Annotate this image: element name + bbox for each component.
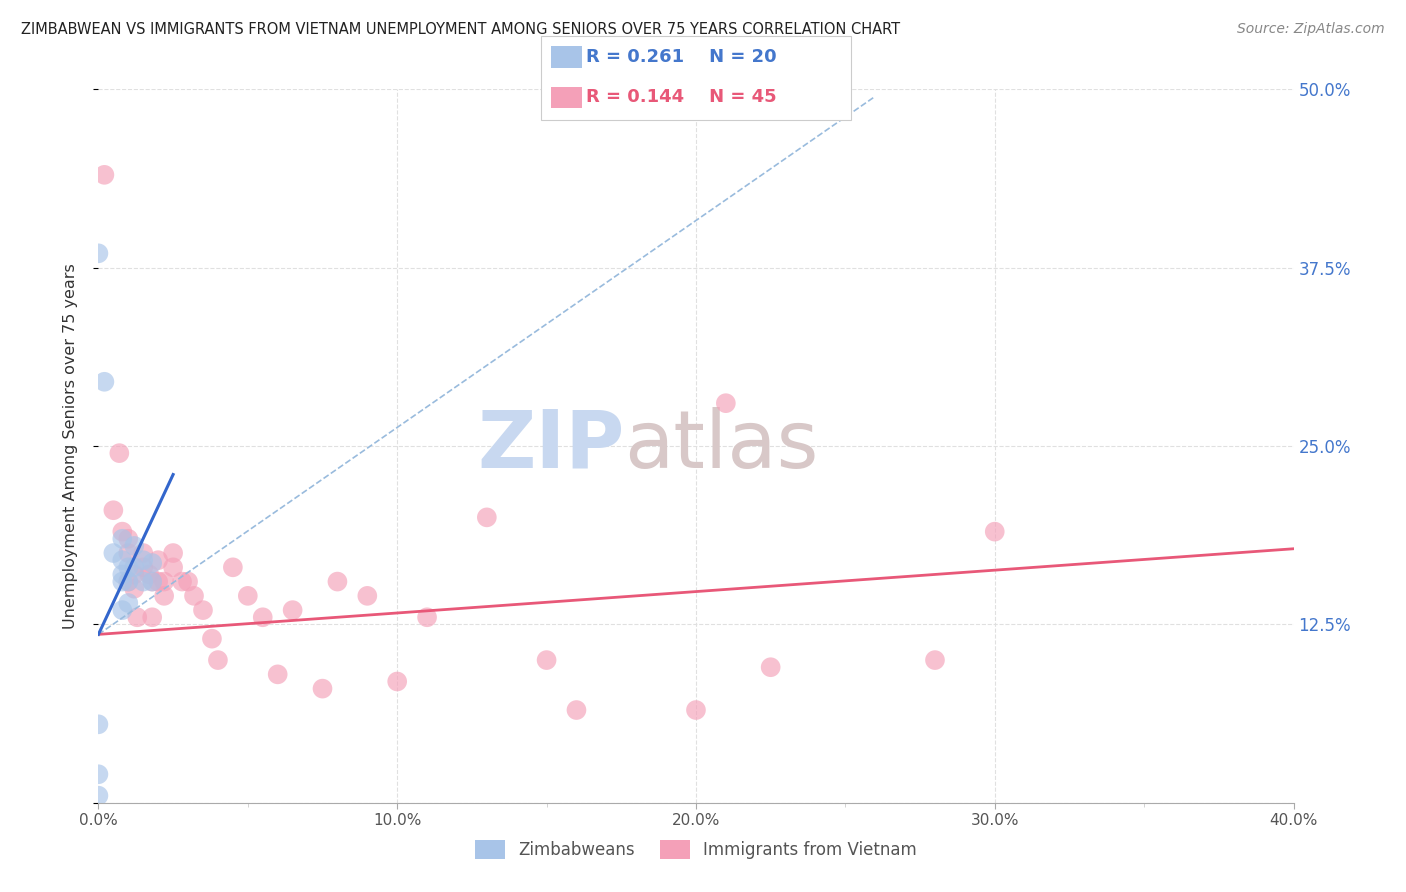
Text: R = 0.144    N = 45: R = 0.144 N = 45 xyxy=(586,88,778,106)
Point xyxy=(124,567,146,582)
Point xyxy=(222,560,245,574)
Point xyxy=(356,589,378,603)
Point xyxy=(103,546,125,560)
Point xyxy=(565,703,588,717)
Point xyxy=(153,574,176,589)
Point xyxy=(87,246,110,260)
Point xyxy=(148,553,170,567)
Point xyxy=(267,667,290,681)
Point xyxy=(117,546,139,560)
Point xyxy=(124,560,146,574)
Point xyxy=(141,574,163,589)
Point xyxy=(93,168,115,182)
Point xyxy=(132,574,155,589)
Point xyxy=(117,596,139,610)
Point xyxy=(111,524,134,539)
Point xyxy=(207,653,229,667)
Point xyxy=(93,375,115,389)
Y-axis label: Unemployment Among Seniors over 75 years: Unemployment Among Seniors over 75 years xyxy=(63,263,77,629)
Point xyxy=(759,660,782,674)
Point xyxy=(124,539,146,553)
Text: R = 0.261    N = 20: R = 0.261 N = 20 xyxy=(586,48,778,66)
Point xyxy=(183,589,205,603)
Text: atlas: atlas xyxy=(624,407,818,485)
Point xyxy=(236,589,259,603)
Point xyxy=(141,610,163,624)
Point xyxy=(127,610,149,624)
Point xyxy=(685,703,707,717)
Point xyxy=(924,653,946,667)
Point xyxy=(536,653,558,667)
Point xyxy=(153,589,176,603)
Point xyxy=(111,553,134,567)
Point xyxy=(124,582,146,596)
Point xyxy=(416,610,439,624)
Point xyxy=(252,610,274,624)
Point xyxy=(111,532,134,546)
Point xyxy=(132,546,155,560)
Point xyxy=(201,632,224,646)
Point xyxy=(191,603,214,617)
Point xyxy=(111,603,134,617)
Point xyxy=(172,574,194,589)
Point xyxy=(117,574,139,589)
Point xyxy=(177,574,200,589)
Point xyxy=(108,446,131,460)
Point xyxy=(87,717,110,731)
Point xyxy=(111,567,134,582)
Point xyxy=(326,574,349,589)
Point xyxy=(103,503,125,517)
Point xyxy=(132,553,155,567)
Point xyxy=(148,574,170,589)
Point xyxy=(141,556,163,570)
Point xyxy=(162,546,184,560)
Point xyxy=(714,396,737,410)
Point xyxy=(111,574,134,589)
Point xyxy=(281,603,304,617)
Point xyxy=(141,574,163,589)
Point xyxy=(117,560,139,574)
Point xyxy=(138,567,160,582)
Point xyxy=(385,674,409,689)
Point xyxy=(117,574,139,589)
Text: ZIP: ZIP xyxy=(477,407,624,485)
Point xyxy=(132,560,155,574)
Point xyxy=(162,560,184,574)
Point xyxy=(475,510,498,524)
Text: ZIMBABWEAN VS IMMIGRANTS FROM VIETNAM UNEMPLOYMENT AMONG SENIORS OVER 75 YEARS C: ZIMBABWEAN VS IMMIGRANTS FROM VIETNAM UN… xyxy=(21,22,900,37)
Text: Source: ZipAtlas.com: Source: ZipAtlas.com xyxy=(1237,22,1385,37)
Point xyxy=(87,767,110,781)
Point xyxy=(984,524,1007,539)
Point xyxy=(87,789,110,803)
Point xyxy=(311,681,333,696)
Legend: Zimbabweans, Immigrants from Vietnam: Zimbabweans, Immigrants from Vietnam xyxy=(468,833,924,866)
Point xyxy=(117,532,139,546)
